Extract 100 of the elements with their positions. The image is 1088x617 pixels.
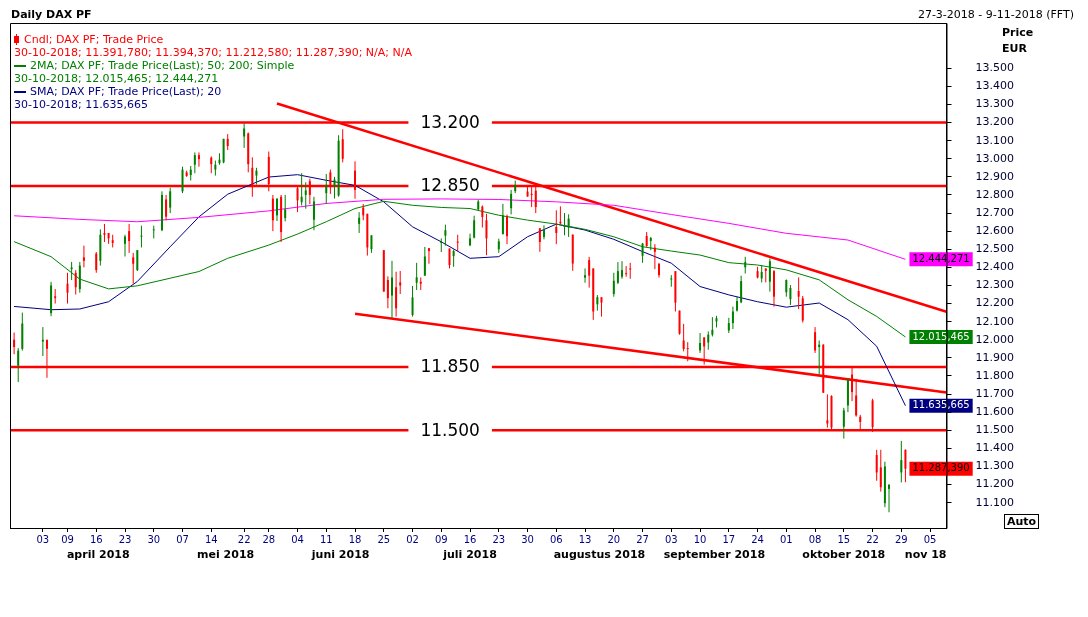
candlestick bbox=[419, 276, 422, 291]
candlestick bbox=[740, 275, 743, 304]
candlestick bbox=[588, 256, 591, 289]
candlestick bbox=[789, 284, 792, 306]
candlestick bbox=[542, 224, 545, 240]
x-tick-label: 07 bbox=[176, 533, 189, 545]
legend-label: Cndl; DAX PF; Trade Price bbox=[24, 33, 164, 46]
candlestick bbox=[181, 166, 184, 194]
y-tick-label: 12.300 bbox=[975, 278, 1015, 292]
y-tick-label: 12.700 bbox=[975, 205, 1015, 219]
candlestick bbox=[814, 326, 817, 354]
candlestick bbox=[612, 272, 615, 298]
chart-title: Daily DAX PF bbox=[10, 8, 92, 22]
x-tick-label: 13 bbox=[578, 533, 592, 545]
ref-line-label: 11.500 bbox=[420, 419, 480, 440]
candlestick bbox=[427, 247, 430, 265]
ref-line-label: 13.200 bbox=[420, 111, 480, 132]
y-tick-label: 11.900 bbox=[975, 350, 1015, 364]
candlestick bbox=[41, 326, 44, 357]
x-tick-label: 18 bbox=[348, 533, 362, 545]
candlestick bbox=[625, 265, 628, 278]
y-tick-label: 13.400 bbox=[975, 79, 1015, 93]
candlestick bbox=[66, 272, 69, 305]
text: augustus 2018 bbox=[553, 548, 646, 562]
x-tick-label: 27 bbox=[636, 533, 649, 545]
x-tick-label: 23 bbox=[492, 533, 506, 545]
ref-line-label: 11.850 bbox=[420, 356, 480, 377]
candlestick bbox=[842, 407, 845, 440]
candlestick bbox=[399, 270, 402, 295]
y-tick-label: 11.600 bbox=[975, 405, 1015, 419]
candlestick bbox=[70, 261, 73, 281]
x-tick-label: 28 bbox=[262, 533, 276, 545]
candlestick bbox=[341, 128, 344, 163]
candlestick bbox=[481, 204, 484, 229]
annotation: 30-10-2018; 12.015,465; 12.444,271 bbox=[14, 72, 220, 85]
candlestick bbox=[888, 483, 891, 513]
candlestick bbox=[653, 243, 656, 270]
candlestick bbox=[616, 261, 619, 285]
candlestick bbox=[563, 212, 566, 236]
y-tick-label: 13.300 bbox=[975, 97, 1015, 111]
candlestick bbox=[284, 194, 287, 222]
candlestick bbox=[300, 172, 303, 206]
x-tick-label: 30 bbox=[521, 533, 534, 545]
candlestick bbox=[169, 187, 172, 214]
y-tick-label: 12.400 bbox=[975, 260, 1015, 274]
text: september 2018 bbox=[663, 548, 766, 562]
candlestick bbox=[160, 190, 163, 232]
candlestick bbox=[584, 267, 587, 284]
text: juli 2018 bbox=[442, 548, 497, 562]
x-tick-label: 22 bbox=[866, 533, 879, 545]
candlestick bbox=[879, 449, 882, 493]
candlestick bbox=[682, 323, 685, 352]
y-tick-label: 12.000 bbox=[975, 332, 1015, 346]
text: juni 2018 bbox=[310, 548, 370, 562]
candlestick bbox=[600, 296, 603, 318]
candlestick bbox=[54, 288, 57, 305]
text: Auto bbox=[1004, 514, 1040, 529]
candlestick bbox=[193, 151, 196, 174]
x-tick-label: 11 bbox=[319, 533, 333, 545]
y-tick-label: 12.900 bbox=[975, 169, 1015, 183]
candlestick bbox=[768, 257, 771, 293]
text: 11.287,390 bbox=[912, 462, 970, 474]
candlestick bbox=[411, 285, 414, 318]
x-tick-label: 04 bbox=[291, 533, 304, 545]
candlestick bbox=[711, 316, 714, 337]
x-tick-label: 29 bbox=[894, 533, 908, 545]
y-tick-label: 11.800 bbox=[975, 368, 1015, 382]
text: april 2018 bbox=[66, 548, 130, 562]
candlestick bbox=[78, 261, 81, 294]
x-tick-label: 15 bbox=[837, 533, 851, 545]
text: oktober 2018 bbox=[802, 548, 886, 562]
candlestick bbox=[132, 252, 135, 285]
candlestick bbox=[103, 223, 106, 243]
x-tick-label: 16 bbox=[89, 533, 103, 545]
candlestick bbox=[555, 209, 558, 245]
candlestick bbox=[904, 448, 907, 483]
candlestick bbox=[510, 189, 513, 215]
candlestick bbox=[271, 194, 274, 232]
candlestick bbox=[485, 213, 488, 256]
candlestick bbox=[501, 203, 504, 235]
annotation: 30-10-2018; 11.391,780; 11.394,370; 11.212,580; 11.287,390; N/A; N/A bbox=[14, 46, 412, 59]
candlestick bbox=[82, 245, 85, 268]
y-tick-label: 11.500 bbox=[975, 423, 1015, 437]
candlestick bbox=[128, 223, 131, 254]
data-label: 12.444,271 bbox=[912, 252, 970, 264]
candlestick bbox=[670, 274, 673, 288]
y-tick-label: 12.200 bbox=[975, 296, 1015, 310]
candlestick bbox=[222, 138, 225, 164]
legend-label: 2MA; DAX PF; Trade Price(Last); 50; 200; Simple bbox=[30, 59, 295, 72]
candlestick bbox=[456, 234, 459, 252]
candlestick bbox=[415, 262, 418, 291]
candlestick bbox=[731, 306, 734, 330]
candlestick bbox=[386, 275, 389, 309]
candlestick bbox=[423, 246, 426, 277]
data-label: 11.635,665 bbox=[912, 399, 970, 411]
candlestick bbox=[440, 237, 443, 253]
candlestick bbox=[875, 449, 878, 482]
candlestick bbox=[275, 198, 278, 222]
candlestick bbox=[506, 214, 509, 245]
x-tick-label: 01 bbox=[779, 533, 793, 545]
